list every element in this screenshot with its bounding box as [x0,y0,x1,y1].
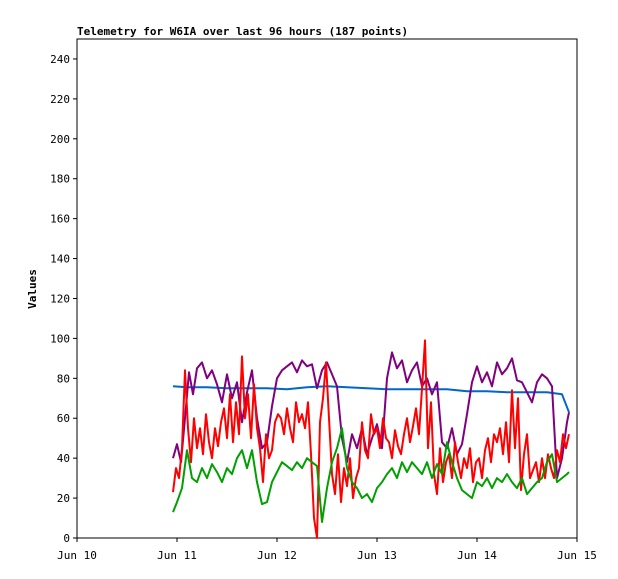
axis-ticks: 0 20 40 60 80 100 120 140 160 180 200 220 240 Jun 10 J… [50,53,597,562]
x-tick-label: Jun 11 [157,549,197,562]
y-tick-label: 80 [57,372,70,385]
y-tick-label: 0 [63,532,70,545]
y-tick-label: 160 [50,213,70,226]
chart-title: Telemetry for W6IA over last 96 hours (1… [77,25,408,38]
x-tick-label: Jun 14 [457,549,497,562]
y-tick-label: 240 [50,53,70,66]
y-tick-label: 60 [57,412,70,425]
y-tick-label: 180 [50,173,70,186]
x-tick-label: Jun 10 [57,549,97,562]
y-tick-label: 140 [50,253,70,266]
x-tick-label: Jun 15 [557,549,597,562]
series-line-3 [172,339,570,539]
y-tick-label: 220 [50,93,70,106]
series-group [172,339,570,539]
y-tick-label: 200 [50,133,70,146]
y-tick-label: 20 [57,492,70,505]
plot-frame [76,38,578,539]
x-tick-label: Jun 12 [257,549,297,562]
y-tick-label: 120 [50,292,70,305]
series-line-1 [172,385,570,413]
y-axis-label: Values [26,269,39,309]
y-tick-label: 40 [57,452,70,465]
series-line-4 [172,427,570,523]
y-tick-label: 100 [50,332,70,345]
x-tick-label: Jun 13 [357,549,397,562]
